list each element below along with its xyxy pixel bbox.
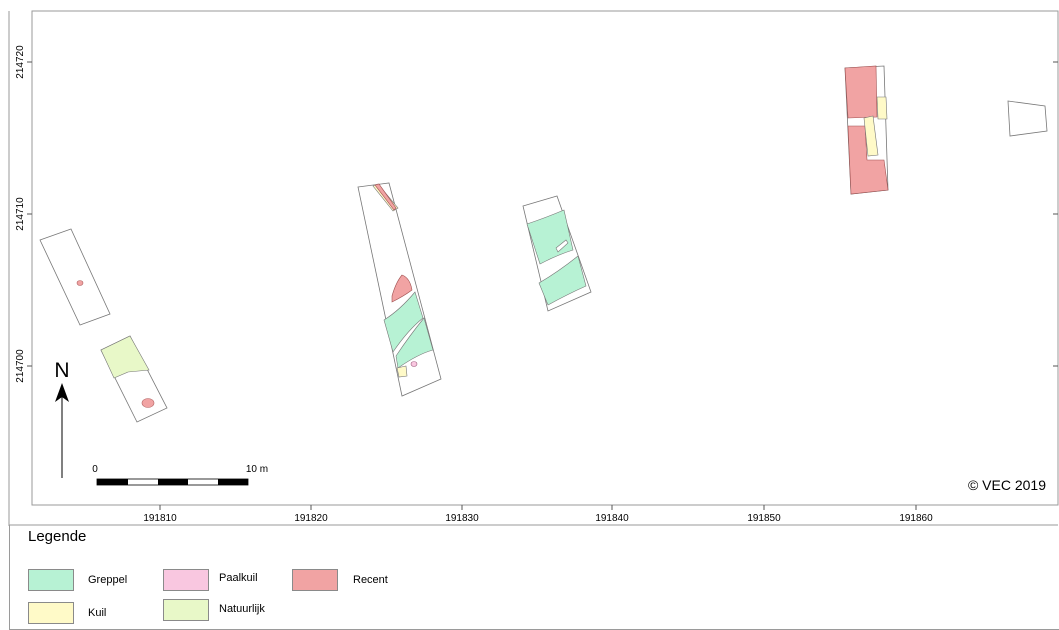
kuil-feature (396, 365, 408, 378)
trench-4 (522, 195, 592, 312)
legend-title: Legende (28, 528, 87, 545)
trench-3 (357, 182, 442, 397)
legend-swatch-paalkuil (163, 569, 209, 591)
legend-label-recent: Recent (353, 574, 388, 586)
scale-end-label: 10 m (246, 464, 268, 475)
scale-start-label: 0 (92, 464, 98, 475)
x-tick-label: 191850 (747, 513, 781, 524)
scale-bar: 0 10 m (92, 464, 268, 486)
recent-feature (374, 183, 397, 211)
x-tick-label: 191810 (143, 513, 177, 524)
greppel-feature (538, 255, 587, 306)
recent-feature (844, 65, 878, 119)
north-arrow: N (54, 359, 70, 478)
trench-2 (100, 335, 168, 423)
legend-swatch-kuil (28, 602, 74, 624)
legend-label-paalkuil: Paalkuil (219, 572, 258, 584)
greppel-feature (383, 291, 424, 353)
trench-5 (844, 65, 889, 195)
feature-outline (555, 239, 569, 253)
legend-panel: Legende Greppel Paalkuil Recent Kuil Nat… (9, 525, 1059, 630)
trench-6 (1007, 100, 1048, 137)
x-axis: 191810 191820 191830 191840 191850 19186… (143, 505, 933, 524)
greppel-feature (526, 209, 574, 265)
greppel-feature (395, 317, 434, 369)
trench-1 (39, 228, 111, 326)
x-tick-label: 191860 (899, 513, 933, 524)
legend-swatch-greppel (28, 569, 74, 591)
paalkuil-feature (410, 361, 418, 367)
y-axis: 214700 214710 214720 (15, 45, 1058, 383)
recent-feature (391, 274, 413, 303)
recent-feature (76, 280, 84, 286)
north-arrow-head (55, 383, 69, 402)
recent-feature (141, 398, 155, 408)
legend-label-natuurlijk: Natuurlijk (219, 603, 265, 615)
kuil-feature (863, 115, 879, 157)
x-tick-label: 191830 (445, 513, 479, 524)
legend-label-greppel: Greppel (88, 574, 128, 586)
legend-swatch-natuurlijk (163, 599, 209, 621)
y-tick-label: 214720 (15, 45, 26, 79)
copyright-text: © VEC 2019 (968, 477, 1046, 493)
x-tick-label: 191820 (294, 513, 328, 524)
natuurlijk-feature (100, 335, 150, 379)
north-label: N (54, 359, 69, 382)
legend-swatch-recent (292, 569, 338, 591)
x-tick-label: 191840 (595, 513, 629, 524)
kuil-feature (876, 96, 888, 120)
y-tick-label: 214700 (15, 349, 26, 383)
y-tick-label: 214710 (15, 197, 26, 231)
legend-label-kuil: Kuil (88, 607, 107, 619)
